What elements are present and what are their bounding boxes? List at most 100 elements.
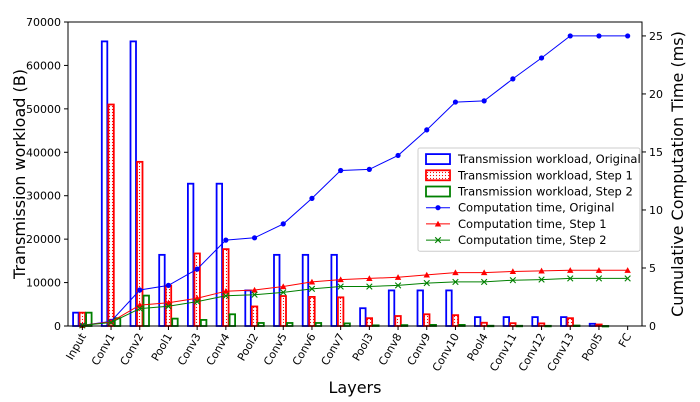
marker-s0-pool1 <box>165 282 172 288</box>
marker-s2-input <box>79 322 86 329</box>
marker-s2-conv13 <box>567 275 574 282</box>
marker-s2-fc <box>624 275 631 282</box>
marker-s0-conv6 <box>309 195 315 201</box>
line-series-0 <box>82 35 628 326</box>
x-tick-label-pool4: Pool4 <box>465 331 491 363</box>
legend-label-3: Computation time, Original <box>458 201 614 215</box>
marker-s1-pool5 <box>595 267 603 273</box>
x-tick-label-conv9: Conv9 <box>405 331 434 368</box>
y-tick-label-0: 0 <box>54 320 61 333</box>
bar-s1-conv2 <box>136 160 144 327</box>
x-tick-label-conv1: Conv1 <box>89 331 118 368</box>
bar-s0-conv10 <box>445 289 453 327</box>
bar-s0-conv5 <box>273 253 281 327</box>
marker-s2-conv5 <box>280 289 287 296</box>
marker-s0-conv9 <box>424 127 430 133</box>
y2-tick-label-25: 25 <box>649 30 663 43</box>
legend-swatch-0 <box>425 153 451 166</box>
bar-s2-conv4 <box>228 313 237 327</box>
marker-s0-conv8 <box>395 152 401 159</box>
marker-s2-conv9 <box>423 279 430 287</box>
x-tick-label-pool3: Pool3 <box>350 331 376 363</box>
marker-s2-conv6 <box>308 285 316 293</box>
legend-swatch-2 <box>425 185 451 198</box>
y2-tick-label-20: 20 <box>649 88 663 101</box>
marker-s2-conv1 <box>107 319 115 326</box>
legend-label-4: Computation time, Step 1 <box>458 217 607 231</box>
x-tick-label-conv12: Conv12 <box>516 331 548 374</box>
x-tick-label-input: Input <box>63 330 89 362</box>
x-tick-label-pool1: Pool1 <box>149 331 175 363</box>
bar-s2-conv3 <box>199 319 208 327</box>
legend-label-2: Transmission workload, Step 2 <box>457 185 633 199</box>
bar-s1-conv6 <box>308 296 316 327</box>
bar-s0-pool2 <box>244 289 252 327</box>
bar-s1-conv9 <box>423 313 431 327</box>
bar-s0-conv4 <box>215 182 224 327</box>
marker-s0-fc <box>625 33 631 39</box>
bar-s0-conv9 <box>416 289 424 327</box>
x-tick-label-conv13: Conv13 <box>545 331 577 374</box>
marker-s2-pool2 <box>251 291 258 298</box>
bar-s1-pool2 <box>250 305 259 327</box>
legend-marker-5 <box>434 236 442 244</box>
marker-s0-conv10 <box>452 99 459 105</box>
marker-s2-conv11 <box>509 276 517 284</box>
bar-s1-conv1 <box>107 103 115 327</box>
marker-s1-conv11 <box>509 268 517 275</box>
bar-s0-conv13 <box>560 316 568 327</box>
bar-s0-pool4 <box>473 316 482 327</box>
x-tick-label-conv2: Conv2 <box>118 331 147 368</box>
marker-s1-pool4 <box>480 269 488 276</box>
bar-s0-conv11 <box>502 316 511 327</box>
marker-s1-conv6 <box>308 278 316 285</box>
bar-s0-conv12 <box>531 316 539 327</box>
bar-s2-conv2 <box>142 294 150 327</box>
bar-s0-pool3 <box>359 307 367 327</box>
marker-s1-pool2 <box>251 286 258 293</box>
marker-s2-pool4 <box>480 278 488 286</box>
marker-s2-pool5 <box>595 275 603 282</box>
y-axis-title: Transmission workload (B) <box>10 69 29 280</box>
line-series-1 <box>82 269 628 326</box>
y-tick-label-60000: 60000 <box>26 59 61 72</box>
marker-s2-pool1 <box>165 303 172 310</box>
bar-s0-conv7 <box>330 253 338 327</box>
bar-s0-conv2 <box>129 40 137 327</box>
y-tick-label-10000: 10000 <box>26 277 61 290</box>
marker-s0-conv13 <box>567 33 573 39</box>
marker-s1-fc <box>624 267 631 273</box>
bar-s0-input <box>72 311 80 327</box>
x-tick-label-conv11: Conv11 <box>487 331 519 374</box>
x-tick-label-conv8: Conv8 <box>376 331 405 368</box>
legend-label-5: Computation time, Step 2 <box>458 233 607 247</box>
marker-s0-conv4 <box>223 237 229 243</box>
marker-s2-conv8 <box>394 282 402 289</box>
marker-s1-conv13 <box>567 267 574 273</box>
y-tick-label-20000: 20000 <box>26 233 61 246</box>
x-tick-label-conv7: Conv7 <box>319 331 348 368</box>
y2-tick-label-15: 15 <box>649 146 663 159</box>
marker-s1-conv12 <box>538 267 545 274</box>
lines-layer <box>79 33 631 329</box>
marker-s0-conv7 <box>338 167 344 174</box>
bar-s0-pool1 <box>158 253 166 327</box>
bar-s1-conv10 <box>451 314 460 327</box>
marker-s0-conv3 <box>194 266 200 272</box>
bar-s0-conv1 <box>100 40 109 327</box>
marker-s1-conv7 <box>337 276 344 283</box>
bar-s1-conv13 <box>566 317 574 327</box>
legend-marker-3 <box>435 205 441 211</box>
legend: Transmission workload, Original Transmiss… <box>417 147 641 252</box>
legend-marker-4 <box>434 220 442 227</box>
y2-tick-label-5: 5 <box>649 262 656 275</box>
legend-label-0: Transmission workload, Original <box>457 152 641 166</box>
bar-s2-pool1 <box>171 317 179 327</box>
marker-s0-conv5 <box>280 221 286 227</box>
bar-s1-conv4 <box>222 248 230 327</box>
marker-s0-conv11 <box>510 76 516 82</box>
marker-s2-conv4 <box>222 292 230 300</box>
marker-s0-pool4 <box>481 98 487 104</box>
x-tick-label-conv6: Conv6 <box>290 331 319 368</box>
